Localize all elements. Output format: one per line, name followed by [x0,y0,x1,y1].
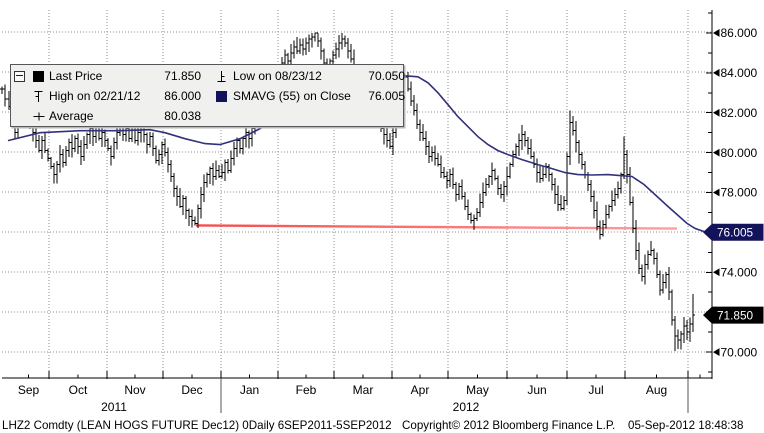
security-description: LHZ2 Comdty (LEAN HOGS FUTURE Dec12) 0Da… [2,419,392,432]
y-tick-label: 84.000 [721,66,758,80]
y-tick-label: 70.000 [721,345,758,359]
price-tag [703,223,764,241]
x-tick-label: Dec [181,383,202,397]
y-label-arrow-icon [713,108,720,117]
chart-legend: Last Price 71.850 Low on 08/23/12 70.050… [10,64,405,127]
legend-expander-icon[interactable] [14,66,33,86]
y-tick-label: 78.000 [721,186,758,200]
price-tag-value: 76.005 [717,225,754,239]
x-tick-label: Aug [646,383,667,397]
legend-high-label: High on 02/21/12 [49,89,141,103]
x-tick-label: Sep [18,383,40,397]
copyright-notice: Copyright© 2012 Bloomberg Finance L.P. [402,419,616,432]
x-tick-label: Jun [527,383,546,397]
legend-average-label: Average [49,109,94,123]
y-label-arrow-icon [713,268,720,277]
high-marker-icon [33,90,49,103]
x-tick-label: Jan [240,383,259,397]
y-label-arrow-icon [713,188,720,197]
price-tag [703,306,764,324]
legend-last-price-label: Last Price [49,69,103,83]
year-label: 2012 [453,400,480,414]
y-tick-label: 74.000 [721,265,758,279]
y-tick-label: 80.000 [721,146,758,160]
y-label-arrow-icon [713,148,720,157]
timestamp: 05-Sep-2012 18:48:38 [628,419,744,432]
x-tick-label: Jul [588,383,603,397]
legend-low-value: 70.050 [368,69,405,83]
x-tick-label: Oct [69,383,88,397]
legend-high-value: 86.000 [164,89,201,103]
y-tick-label: 86.000 [721,26,758,40]
x-tick-label: Feb [296,383,317,397]
legend-last-price-value: 71.850 [164,69,201,83]
x-tick-label: May [466,383,489,397]
last-price-swatch-icon [33,66,49,86]
low-marker-icon [216,70,233,83]
average-marker-icon [33,110,49,123]
trendline [195,224,678,230]
y-label-arrow-icon [713,348,720,356]
x-tick-label: Mar [353,383,374,397]
y-label-arrow-icon [713,29,720,37]
smavg-swatch-icon [216,86,233,106]
y-tick-label: 82.000 [721,106,758,120]
sma-line [7,74,707,233]
price-tag-value: 71.850 [717,308,754,322]
y-label-arrow-icon [713,68,720,77]
legend-smavg-label: SMAVG (55) on Close [233,89,351,103]
legend-average-value: 80.038 [164,109,201,123]
x-tick-label: Nov [124,383,145,397]
x-tick-label: Apr [411,383,430,397]
legend-low-label: Low on 08/23/12 [233,69,322,83]
year-label: 2011 [101,400,127,414]
legend-smavg-value: 76.005 [368,89,405,103]
